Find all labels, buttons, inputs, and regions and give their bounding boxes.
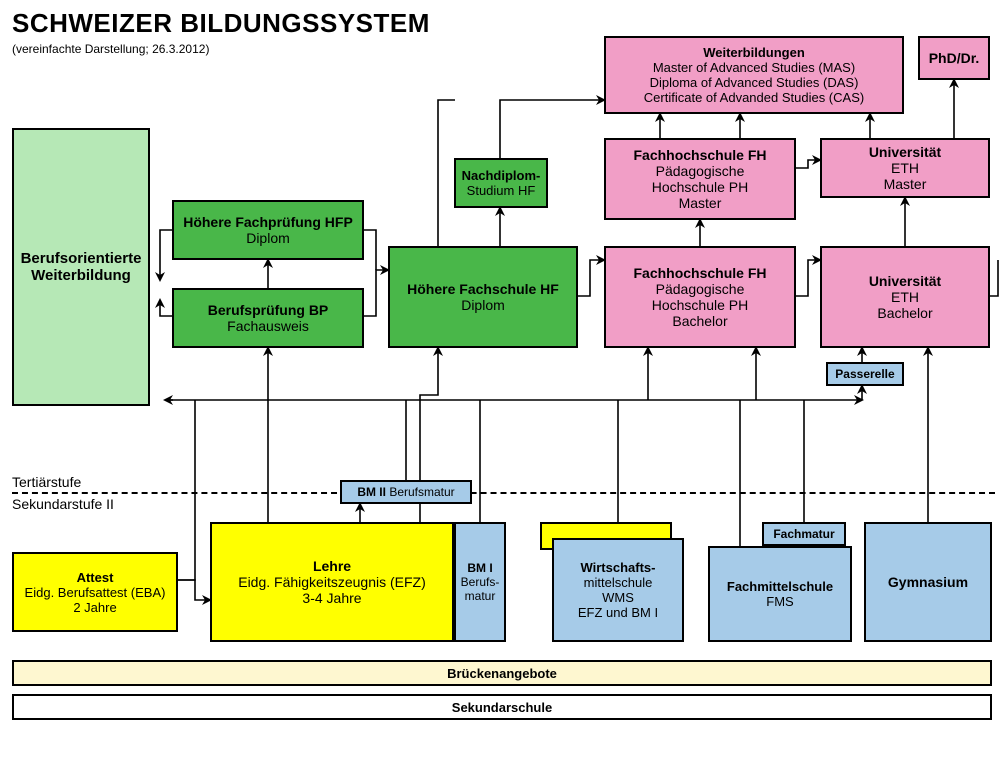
tier-divider <box>12 492 995 494</box>
box-fh_master: Fachhochschule FHPädagogischeHochschule … <box>604 138 796 220</box>
box-weiter-line-0: Weiterbildungen <box>703 45 805 60</box>
box-bruecke: Brückenangebote <box>12 660 992 686</box>
box-wms-line-0: Wirtschafts- <box>580 560 655 575</box>
label-tertiaer: Tertiärstufe <box>12 474 81 490</box>
box-fms-line-1: FMS <box>766 594 793 609</box>
box-hf-line-0: Höhere Fachschule HF <box>407 281 559 297</box>
box-fh_bachelor: Fachhochschule FHPädagogischeHochschule … <box>604 246 796 348</box>
box-bp: Berufsprüfung BPFachausweis <box>172 288 364 348</box>
box-sek-line-0: Sekundarschule <box>452 700 552 715</box>
box-phd-line-0: PhD/Dr. <box>929 50 980 66</box>
box-hfp-line-1: Diplom <box>246 230 290 246</box>
box-fh_master-line-2: Hochschule PH <box>652 179 749 195</box>
box-lehre: LehreEidg. Fähigkeitszeugnis (EFZ)3-4 Ja… <box>210 522 454 642</box>
box-gym-line-0: Gymnasium <box>888 574 968 590</box>
box-nachdiplom: Nachdiplom-Studium HF <box>454 158 548 208</box>
box-bm1-line-0: BM I <box>467 561 492 575</box>
box-fh_bachelor-line-0: Fachhochschule FH <box>633 265 766 281</box>
box-gym: Gymnasium <box>864 522 992 642</box>
box-nachdiplom-line-1: Studium HF <box>467 183 536 198</box>
box-bw-line-1: Weiterbildung <box>31 267 131 284</box>
box-weiter-line-3: Certificate of Advanded Studies (CAS) <box>644 90 864 105</box>
box-hf: Höhere Fachschule HFDiplom <box>388 246 578 348</box>
box-wms-line-2: WMS <box>602 590 634 605</box>
box-weiter-line-1: Master of Advanced Studies (MAS) <box>653 60 855 75</box>
box-bp-line-0: Berufsprüfung BP <box>208 302 329 318</box>
box-attest: AttestEidg. Berufsattest (EBA)2 Jahre <box>12 552 178 632</box>
box-attest-line-2: 2 Jahre <box>73 600 116 615</box>
box-fachmatur-line-0: Fachmatur <box>773 527 834 541</box>
box-uni_bachelor-line-1: ETH <box>891 289 919 305</box>
box-uni_bachelor-line-0: Universität <box>869 273 941 289</box>
box-fh_bachelor-line-2: Hochschule PH <box>652 297 749 313</box>
box-bm1-line-1: Berufs- <box>461 575 500 589</box>
box-uni_master-line-2: Master <box>884 176 927 192</box>
box-lehre-line-2: 3-4 Jahre <box>302 590 361 606</box>
page-title: SCHWEIZER BILDUNGSSYSTEM <box>12 8 430 39</box>
box-hfp-line-0: Höhere Fachprüfung HFP <box>183 214 353 230</box>
box-sek: Sekundarschule <box>12 694 992 720</box>
box-bw-line-0: Berufsorientierte <box>21 250 142 267</box>
box-passerelle: Passerelle <box>826 362 904 386</box>
diagram-canvas: SCHWEIZER BILDUNGSSYSTEM (vereinfachte D… <box>0 0 1007 758</box>
box-bruecke-line-0: Brückenangebote <box>447 666 557 681</box>
box-uni_master: UniversitätETHMaster <box>820 138 990 198</box>
box-bw: BerufsorientierteWeiterbildung <box>12 128 150 406</box>
box-lehre-line-0: Lehre <box>313 558 351 574</box>
box-fh_master-line-0: Fachhochschule FH <box>633 147 766 163</box>
box-weiter: WeiterbildungenMaster of Advanced Studie… <box>604 36 904 114</box>
box-attest-line-0: Attest <box>77 570 114 585</box>
box-phd: PhD/Dr. <box>918 36 990 80</box>
box-hf-line-1: Diplom <box>461 297 505 313</box>
box-wms-line-3: EFZ und BM I <box>578 605 658 620</box>
box-uni_master-line-0: Universität <box>869 144 941 160</box>
box-bm2: BM II Berufsmatur <box>340 480 472 504</box>
box-fms-line-0: Fachmittelschule <box>727 579 833 594</box>
page-subtitle: (vereinfachte Darstellung; 26.3.2012) <box>12 42 209 56</box>
box-hfp: Höhere Fachprüfung HFPDiplom <box>172 200 364 260</box>
box-nachdiplom-line-0: Nachdiplom- <box>462 168 541 183</box>
box-fh_bachelor-line-1: Pädagogische <box>656 281 745 297</box>
box-uni_bachelor: UniversitätETHBachelor <box>820 246 990 348</box>
box-bp-line-1: Fachausweis <box>227 318 309 334</box>
box-lehre-line-1: Eidg. Fähigkeitszeugnis (EFZ) <box>238 574 426 590</box>
label-sek2: Sekundarstufe II <box>12 496 114 512</box>
box-fh_bachelor-line-3: Bachelor <box>672 313 727 329</box>
box-uni_master-line-1: ETH <box>891 160 919 176</box>
box-bm1: BM IBerufs-matur <box>454 522 506 642</box>
box-fms: FachmittelschuleFMS <box>708 546 852 642</box>
box-fh_master-line-1: Pädagogische <box>656 163 745 179</box>
box-wms-line-1: mittelschule <box>584 575 653 590</box>
box-wms: Wirtschafts-mittelschuleWMSEFZ und BM I <box>552 538 684 642</box>
box-weiter-line-2: Diploma of Advanced Studies (DAS) <box>650 75 859 90</box>
box-fh_master-line-3: Master <box>679 195 722 211</box>
box-passerelle-line-0: Passerelle <box>835 367 894 381</box>
box-bm1-line-2: matur <box>465 589 496 603</box>
box-fachmatur: Fachmatur <box>762 522 846 546</box>
box-uni_bachelor-line-2: Bachelor <box>877 305 932 321</box>
box-attest-line-1: Eidg. Berufsattest (EBA) <box>25 585 166 600</box>
